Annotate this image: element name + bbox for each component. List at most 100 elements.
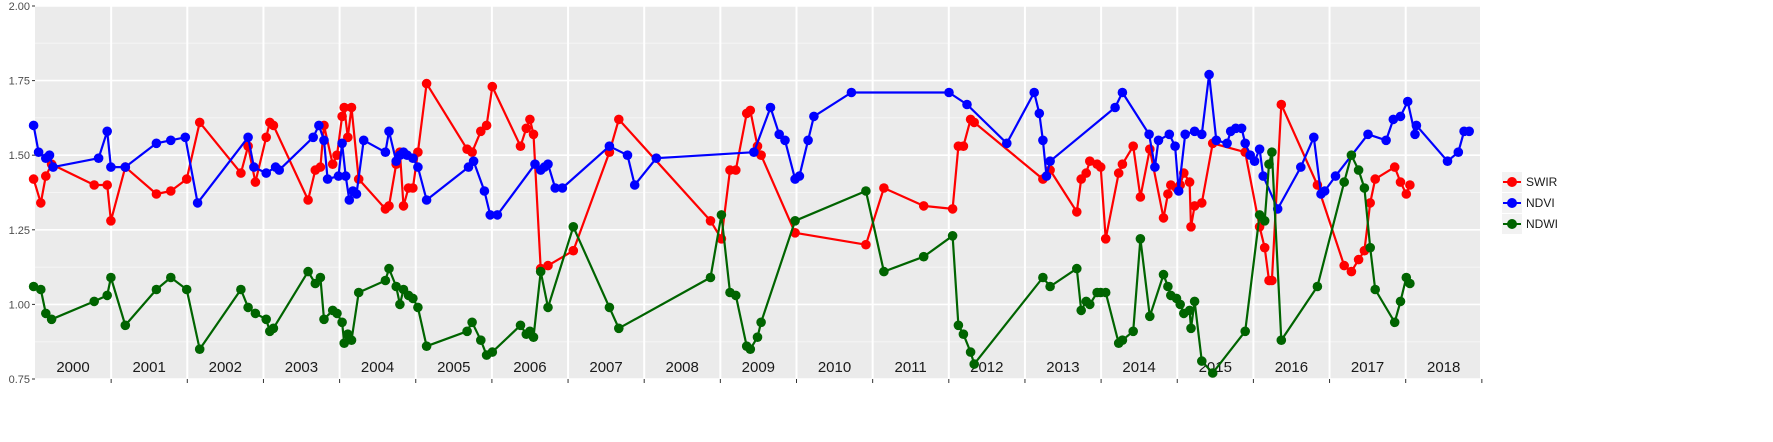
year-label: 2016 [1275, 359, 1308, 376]
y-tick-label: 1.25 [9, 225, 30, 237]
data-point [1045, 156, 1055, 166]
data-point [1365, 198, 1375, 208]
data-point [1453, 147, 1464, 157]
data-point [731, 165, 741, 175]
data-point [344, 195, 355, 205]
data-point [1339, 177, 1349, 187]
data-point [918, 251, 929, 262]
data-point [1158, 213, 1169, 223]
legend-item-ndwi: NDWI [1502, 214, 1558, 234]
data-point [1034, 108, 1045, 119]
data-point [1204, 69, 1214, 80]
data-point [194, 344, 205, 355]
data-point [358, 135, 369, 146]
data-point [36, 284, 46, 295]
data-point [322, 174, 333, 184]
data-point [528, 129, 539, 140]
data-point [1388, 114, 1399, 125]
data-point [1395, 296, 1406, 307]
data-point [1389, 162, 1400, 172]
y-tick-label: 1.50 [9, 150, 30, 162]
year-label: 2007 [589, 359, 622, 376]
data-point [1442, 156, 1453, 166]
data-point [28, 281, 39, 292]
data-point [93, 153, 104, 163]
legend-item-swir: SWIR [1502, 172, 1558, 192]
data-point [343, 132, 353, 143]
data-point [1038, 272, 1048, 283]
plot-series [28, 69, 1474, 378]
data-point [120, 162, 131, 172]
data-point [543, 302, 553, 313]
data-point [528, 332, 539, 343]
data-point [314, 120, 324, 131]
data-point [120, 320, 131, 331]
data-point [319, 314, 329, 325]
data-point [380, 147, 391, 157]
data-point [1164, 129, 1175, 140]
data-point [1197, 129, 1207, 140]
data-point [1211, 135, 1222, 146]
data-point [327, 159, 338, 169]
year-label: 2004 [361, 359, 394, 376]
data-point [462, 326, 472, 337]
data-point [803, 135, 813, 146]
data-point [236, 168, 246, 178]
data-point [1339, 260, 1349, 271]
data-point [705, 272, 716, 283]
data-point [1100, 287, 1111, 298]
data-point [315, 272, 326, 283]
data-point [1259, 242, 1270, 253]
year-label: 2001 [132, 359, 165, 376]
data-point [340, 171, 351, 181]
data-point [408, 153, 418, 163]
data-point [1144, 129, 1154, 140]
data-point [1365, 242, 1375, 253]
data-point [969, 359, 979, 369]
data-point [1029, 87, 1039, 98]
data-point [846, 87, 857, 98]
data-point [879, 183, 889, 193]
data-point [1267, 147, 1277, 157]
data-point [339, 338, 350, 349]
data-point [151, 138, 162, 149]
data-point [1117, 159, 1128, 169]
year-label: 2017 [1351, 359, 1384, 376]
data-point [1135, 192, 1146, 202]
data-point [515, 320, 526, 331]
data-point [413, 162, 423, 172]
data-point [1240, 326, 1250, 337]
legend: SWIR NDVI NDWI [1502, 172, 1558, 234]
data-point [1072, 207, 1082, 217]
data-point [535, 266, 546, 277]
data-point [106, 216, 116, 226]
data-point [1346, 150, 1357, 160]
data-point [756, 150, 766, 160]
data-point [1402, 96, 1413, 107]
data-point [485, 210, 496, 220]
data-point [1184, 305, 1195, 316]
year-label: 2015 [1199, 359, 1232, 376]
data-point [398, 201, 409, 211]
year-label: 2002 [209, 359, 242, 376]
data-point [166, 272, 176, 283]
legend-label: NDWI [1526, 217, 1558, 231]
data-point [1163, 189, 1173, 199]
data-point [48, 162, 58, 172]
data-point [319, 135, 329, 146]
data-point [550, 183, 560, 193]
data-point [250, 177, 261, 187]
data-point [1085, 299, 1095, 310]
data-point [1150, 162, 1160, 172]
series-ndvi [28, 69, 1474, 220]
year-label: 2013 [1046, 359, 1079, 376]
data-point [337, 317, 347, 328]
data-point [351, 189, 362, 199]
data-point [421, 341, 432, 352]
year-labels: 2000 2001 2002 2003 2004 2005 2006 2007 2008 2009… [56, 359, 1460, 376]
data-point [731, 290, 741, 301]
data-point [467, 317, 477, 328]
data-point [1038, 135, 1048, 146]
data-point [521, 123, 532, 134]
data-point [774, 129, 784, 140]
